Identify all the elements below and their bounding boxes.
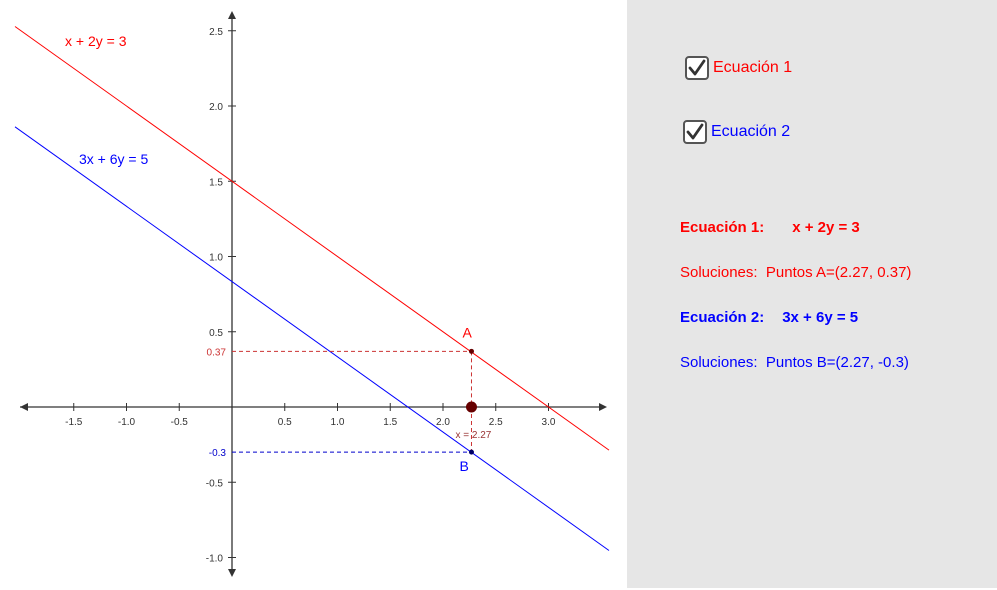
y-axis-up-arrow-icon xyxy=(228,11,236,19)
x-axis-left-arrow-icon xyxy=(20,403,28,411)
solutions-1-text: Puntos A=(2.27, 0.37) xyxy=(765,264,912,281)
y-tick-label: 2.0 xyxy=(209,102,223,113)
checkbox-ecuacion-2[interactable]: Ecuación 2 xyxy=(683,120,790,144)
x-tick-label: 1.5 xyxy=(383,417,397,428)
line-ecuacion-1 xyxy=(14,26,610,451)
y-tick-label: 0.5 xyxy=(209,328,223,339)
x-tick-label: -1.5 xyxy=(65,417,83,428)
point-b xyxy=(468,449,474,455)
y-tick-label: 1.5 xyxy=(209,177,223,188)
solutions-1-prefix: Soluciones: xyxy=(680,264,758,281)
side-panel: Ecuación 1 Ecuación 2 Ecuación 1: x + 2y … xyxy=(627,0,997,588)
equation-1-expression: x + 2y = 3 xyxy=(792,219,860,236)
x-marker-point[interactable] xyxy=(465,401,477,413)
y-axis-down-arrow-icon xyxy=(228,569,236,577)
y-tick-label: -1.0 xyxy=(206,554,224,565)
y-tick-label: 1.0 xyxy=(209,253,223,264)
equation-1-title: Ecuación 1: xyxy=(680,219,765,236)
x-tick-label: 3.0 xyxy=(542,417,556,428)
point-a-label: A xyxy=(462,324,472,340)
checkbox-ecuacion-1[interactable]: Ecuación 1 xyxy=(685,56,792,80)
point-a-y-label: 0.37 xyxy=(207,347,227,358)
x-tick-label: 0.5 xyxy=(278,417,292,428)
x-tick-label: -1.0 xyxy=(118,417,136,428)
y-tick-label: 2.5 xyxy=(209,27,223,38)
equation-2-expression: 3x + 6y = 5 xyxy=(782,309,859,326)
x-axis-right-arrow-icon xyxy=(599,403,607,411)
x-tick-label: 2.0 xyxy=(436,417,450,428)
solutions-2-text: Puntos B=(2.27, -0.3) xyxy=(765,354,909,371)
line-ecuacion-1-label: x + 2y = 3 xyxy=(65,33,127,49)
x-tick-label: 1.0 xyxy=(331,417,345,428)
solutions-2-prefix: Soluciones: xyxy=(680,354,758,371)
equation-1-row: Ecuación 1: x + 2y = 3 xyxy=(680,219,860,236)
checkmark-icon[interactable] xyxy=(685,56,709,80)
equation-2-row: Ecuación 2: 3x + 6y = 5 xyxy=(680,309,858,326)
point-a xyxy=(468,348,474,354)
line-ecuacion-2 xyxy=(14,126,610,551)
solutions-2-row: Soluciones: Puntos B=(2.27, -0.3) xyxy=(680,354,909,371)
x-tick-label: 2.5 xyxy=(489,417,503,428)
checkbox-ecuacion-1-label[interactable]: Ecuación 1 xyxy=(713,59,793,76)
line-ecuacion-2-label: 3x + 6y = 5 xyxy=(79,151,148,167)
coordinate-plane[interactable]: -1.5 -1.0 -0.5 0.5 1.0 1.5 2.0 2.5 3.0 2.5 2.0 1.5 1… xyxy=(0,0,627,590)
equation-2-title: Ecuación 2: xyxy=(680,309,765,326)
checkmark-icon[interactable] xyxy=(683,120,707,144)
solutions-1-row: Soluciones: Puntos A=(2.27, 0.37) xyxy=(680,264,911,281)
point-b-label: B xyxy=(459,458,468,474)
checkbox-ecuacion-2-label[interactable]: Ecuación 2 xyxy=(711,123,791,140)
graph-view[interactable]: -1.5 -1.0 -0.5 0.5 1.0 1.5 2.0 2.5 3.0 2.5 2.0 1.5 1… xyxy=(0,0,627,590)
y-tick-label: -0.5 xyxy=(206,478,224,489)
x-marker-label: x = 2.27 xyxy=(455,430,491,441)
x-tick-label: -0.5 xyxy=(171,417,189,428)
point-b-y-label: -0.3 xyxy=(209,448,227,459)
